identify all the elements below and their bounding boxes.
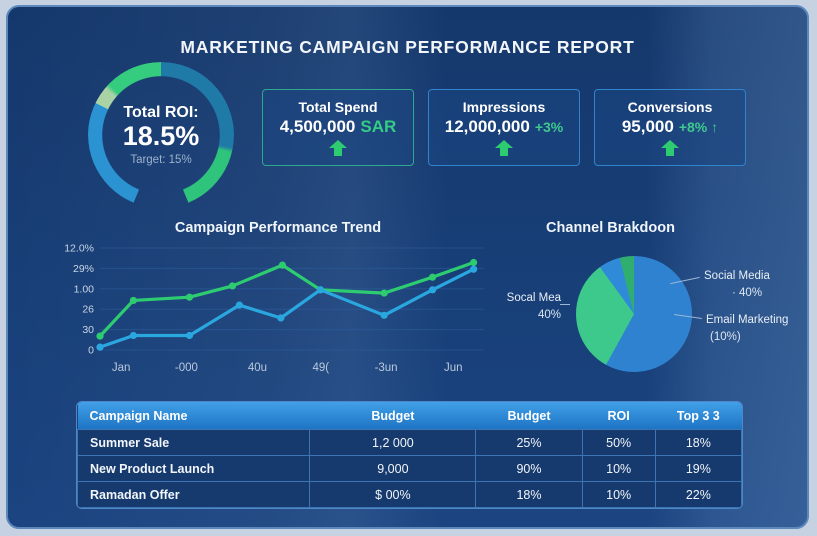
callout-label: Socal Mea: [506, 292, 561, 304]
pie-callout-left: Socal Mea 40%: [507, 290, 561, 323]
cell-campaign: New Product Launch: [77, 455, 311, 482]
up-arrow-icon: [329, 139, 347, 156]
cell-budget-2: 90%: [475, 455, 583, 482]
svg-text:26: 26: [82, 304, 94, 316]
gauge-target: Target: 15%: [130, 153, 192, 166]
up-arrow-icon: [661, 139, 679, 156]
gauge-ring-icon: [88, 62, 234, 208]
cell-roi: 10%: [581, 455, 656, 482]
pie-callout-right-bottom: Email Marketing (10%): [706, 312, 788, 345]
svg-text:40u: 40u: [248, 362, 267, 374]
trend-chart-title: Campaign Performance Trend: [174, 220, 382, 236]
pie-callout-right-top: Social Media · 40%: [704, 268, 770, 301]
svg-text:30: 30: [82, 324, 94, 336]
cell-roi: 50%: [581, 429, 656, 456]
col-header-top3[interactable]: Top 3 3: [655, 402, 742, 430]
cell-top3: 19%: [654, 455, 742, 482]
cell-budget-2: 25%: [475, 429, 583, 456]
gauge-center: Total ROI: 18.5% Target: 15%: [88, 62, 234, 208]
pie-chart-block: Channel Brakdoon Socal Mea 40% Social Me…: [504, 216, 807, 381]
cell-budget: 1,2 000: [309, 429, 477, 456]
callout-label: Social Media: [704, 270, 770, 282]
kpi-row: Total ROI: 18.5% Target: 15% Total Spend…: [8, 58, 807, 208]
svg-text:0: 0: [88, 345, 94, 357]
svg-text:12.0%: 12.0%: [64, 243, 94, 255]
callout-label: Email Marketing: [706, 314, 789, 326]
svg-text:1.00: 1.00: [74, 283, 95, 295]
trend-chart[interactable]: Campaign Performance Trend 12.0% 29% 1.00 2…: [60, 216, 496, 391]
table-row[interactable]: New Product Launch 9,000 90% 10% 19%: [77, 455, 742, 482]
gauge-value: 18.5%: [122, 121, 200, 152]
pie-chart-title: Channel Brakdoon: [546, 220, 675, 236]
cell-top3: 18%: [654, 429, 742, 456]
cell-roi: 10%: [581, 481, 656, 508]
charts-row: Campaign Performance Trend 12.0% 29% 1.00 2…: [8, 216, 807, 391]
cell-budget: 9,000: [309, 455, 477, 482]
kpi-card-conversions[interactable]: Conversions 95,000 +8% ↑: [594, 89, 746, 166]
kpi-card-total-spend[interactable]: Total Spend 4,500,000 SAR: [262, 89, 414, 166]
kpi-label: Total Spend: [298, 98, 378, 115]
col-header-roi[interactable]: ROI: [582, 402, 656, 430]
kpi-cards: Total Spend 4,500,000 SAR Impressions 12…: [262, 89, 746, 166]
kpi-delta: +3%: [534, 118, 564, 135]
kpi-label: Conversions: [627, 98, 713, 115]
kpi-label: Impressions: [462, 98, 546, 115]
svg-text:Jan: Jan: [112, 362, 131, 374]
cell-top3: 22%: [654, 481, 742, 508]
kpi-unit: SAR: [360, 116, 397, 136]
callout-value: 40%: [537, 308, 561, 321]
gauge-label: Total ROI:: [123, 104, 199, 122]
kpi-value: 4,500,000: [279, 116, 356, 136]
kpi-delta: +8% ↑: [678, 118, 719, 135]
callout-value: · 40%: [732, 286, 763, 299]
svg-text:-000: -000: [175, 362, 198, 374]
cell-budget-2: 18%: [475, 481, 583, 508]
svg-text:-3un: -3un: [375, 362, 398, 374]
svg-text:49(: 49(: [312, 362, 329, 374]
pie-chart[interactable]: [576, 256, 692, 372]
callout-value: (10%): [710, 330, 741, 343]
kpi-value: 12,000,000: [444, 116, 530, 136]
trend-line-chart[interactable]: 12.0% 29% 1.00 26 30 0 Jan -000 40u 49( -3un Jun: [60, 238, 496, 386]
kpi-card-impressions[interactable]: Impressions 12,000,000 +3%: [428, 89, 580, 166]
cell-campaign: Summer Sale: [77, 429, 311, 456]
table-header-row: Campaign Name Budget Budget ROI Top 3 3: [77, 402, 742, 430]
total-roi-gauge[interactable]: Total ROI: 18.5% Target: 15%: [88, 62, 234, 208]
col-header-budget[interactable]: Budget: [309, 402, 476, 430]
callout-line: [560, 304, 570, 305]
dashboard-panel: MARKETING CAMPAIGN PERFORMANCE REPORT To…: [6, 5, 809, 529]
svg-text:29%: 29%: [73, 263, 94, 275]
campaign-table: Campaign Name Budget Budget ROI Top 3 3 …: [76, 401, 743, 509]
page-title: MARKETING CAMPAIGN PERFORMANCE REPORT: [180, 37, 635, 57]
col-header-budget-2[interactable]: Budget: [475, 402, 583, 430]
table-row[interactable]: Ramadan Offer $ 00% 18% 10% 22%: [77, 481, 742, 508]
up-arrow-icon: [495, 139, 513, 156]
cell-budget: $ 00%: [309, 481, 477, 508]
kpi-value: 95,000: [621, 116, 674, 136]
table-row[interactable]: Summer Sale 1,2 000 25% 50% 18%: [77, 429, 742, 456]
cell-campaign: Ramadan Offer: [77, 481, 311, 508]
col-header-campaign-name[interactable]: Campaign Name: [77, 402, 310, 430]
svg-text:Jun: Jun: [444, 362, 463, 374]
